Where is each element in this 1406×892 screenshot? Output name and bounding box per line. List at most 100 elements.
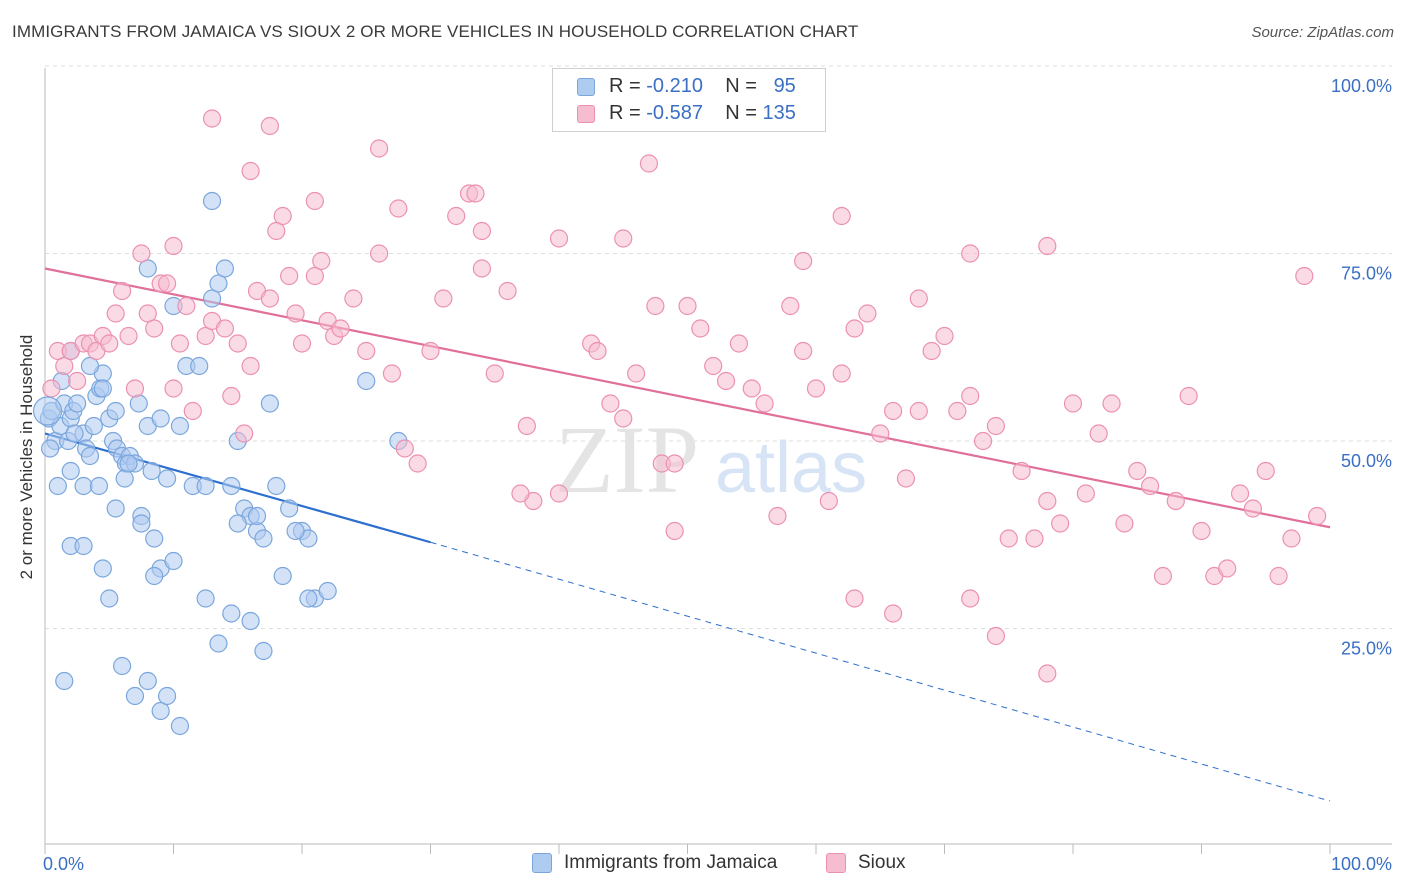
sioux-point [678, 296, 697, 316]
jamaica-point [145, 529, 164, 548]
sioux-point [716, 371, 736, 391]
watermark: ZIP atlas [555, 406, 867, 513]
sioux-point [896, 469, 916, 488]
sioux-point [68, 371, 87, 391]
jamaica-trend-extension [430, 541, 1331, 802]
sioux-point [157, 274, 177, 293]
sioux-point [408, 454, 427, 473]
sioux-point [646, 296, 665, 316]
sioux-point [665, 521, 684, 541]
sioux-point [357, 341, 376, 361]
jamaica-point [267, 476, 286, 496]
jamaica-point [106, 401, 125, 421]
jamaica-point [215, 259, 234, 278]
y-tick-label: 75.0% [1341, 264, 1392, 284]
jamaica-point [151, 701, 170, 721]
sioux-point [639, 154, 659, 173]
sioux-point [389, 199, 408, 218]
jamaica-point [286, 521, 305, 541]
jamaica-point [84, 416, 103, 436]
sioux-point [691, 319, 710, 338]
sioux-point [845, 589, 864, 608]
jamaica-point [228, 514, 247, 533]
sioux-point [447, 206, 466, 226]
sioux-point [164, 379, 183, 398]
jamaica-point [170, 416, 190, 436]
sioux-point [1282, 529, 1301, 548]
sioux-point [614, 229, 633, 248]
sioux-point [755, 394, 774, 413]
jamaica-point [196, 476, 215, 496]
sioux-point [164, 236, 183, 256]
sioux-swatch [577, 105, 595, 123]
sioux-point [626, 364, 646, 383]
sioux-point [986, 626, 1006, 646]
sioux-point [1115, 514, 1134, 533]
jamaica-point [106, 499, 125, 518]
legend-r-label: R = [609, 75, 641, 97]
jamaica-point [241, 611, 260, 631]
sioux-legend-swatch [826, 853, 846, 873]
sioux-point [961, 589, 980, 608]
jamaica-point [100, 589, 119, 608]
jamaica-point [74, 476, 93, 496]
jamaica-swatch [577, 78, 595, 96]
sioux-point [170, 334, 190, 353]
sioux-point [1192, 521, 1211, 541]
x-tick-label: 100.0% [1331, 854, 1392, 874]
sioux-point [1089, 424, 1108, 443]
sioux-point [922, 341, 941, 361]
jamaica-point [129, 394, 148, 413]
sioux-point [485, 364, 504, 383]
sioux-point [1102, 394, 1121, 413]
sioux-point [819, 491, 838, 511]
sioux-point [1218, 559, 1237, 578]
jamaica-point [299, 589, 318, 608]
jamaica-point [65, 424, 84, 443]
sioux-point [1256, 461, 1275, 481]
sioux-point [395, 439, 414, 458]
sioux-point [806, 379, 826, 398]
legend-n-value: 135 [762, 102, 796, 124]
jamaica-point [202, 289, 222, 308]
jamaica-point [142, 461, 161, 481]
jamaica-point [254, 529, 273, 548]
sioux-point [909, 401, 928, 421]
jamaica-point [61, 461, 80, 481]
sioux-point [845, 319, 864, 338]
jamaica-point [273, 566, 292, 586]
y-axis-label: 2 or more Vehicles in Household [17, 335, 36, 580]
jamaica-point [157, 686, 177, 706]
jamaica-point [138, 259, 157, 278]
sioux-point [973, 431, 993, 451]
sioux-point [794, 341, 813, 361]
sioux-point [549, 229, 569, 248]
sioux-point [42, 379, 61, 398]
sioux-point [370, 244, 389, 263]
sioux-point [132, 244, 151, 263]
sioux-point [1153, 566, 1173, 586]
sioux-point [273, 206, 292, 226]
sioux-trend-line [44, 267, 1331, 529]
sioux-point [1038, 664, 1057, 683]
jamaica-point [196, 589, 215, 608]
sioux-point [286, 304, 305, 323]
sioux-point [202, 109, 222, 128]
legend-n-label: N = [725, 102, 757, 124]
jamaica-point [112, 656, 132, 676]
sioux-point [112, 281, 132, 301]
jamaica-point [260, 394, 279, 413]
chart-title: IMMIGRANTS FROM JAMAICA VS SIOUX 2 OR MO… [12, 22, 859, 41]
sioux-point [883, 401, 903, 421]
sioux-point [832, 206, 851, 226]
sioux-point [100, 334, 119, 353]
legend-r-label: R = [609, 102, 641, 124]
sioux-point [1128, 461, 1147, 481]
sioux-point [858, 304, 877, 323]
sioux-point [305, 266, 324, 286]
sioux-point [331, 319, 350, 338]
jamaica-point [115, 469, 134, 488]
y-tick-label: 100.0% [1331, 76, 1392, 96]
jamaica-point [157, 469, 177, 488]
watermark-atlas: atlas [715, 428, 867, 508]
